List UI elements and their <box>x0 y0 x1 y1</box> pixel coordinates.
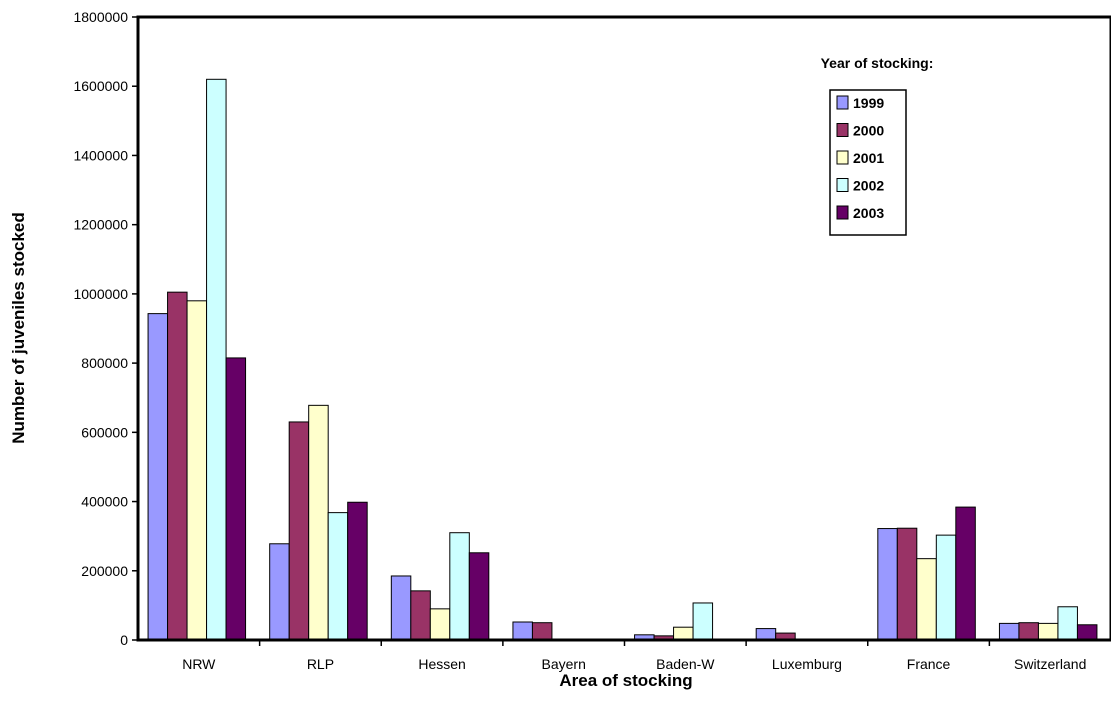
legend-swatch-2003 <box>836 205 849 220</box>
bar-nrw-2002 <box>206 78 227 641</box>
bar-hessen-2000 <box>410 590 431 641</box>
legend-entries: 1999 2000 2001 2002 2003 <box>836 95 884 221</box>
legend: Year of stocking: 1999 2000 2001 2002 2003 <box>821 55 934 236</box>
legend-swatch-2001 <box>836 150 849 165</box>
y-tick-label: 1200000 <box>73 217 128 233</box>
x-tick-label: France <box>907 656 951 672</box>
bar-nrw-2003 <box>225 357 247 641</box>
bar-rlp-2001 <box>308 404 329 641</box>
bar-bayern-2000 <box>531 622 553 641</box>
x-tick-label: NRW <box>182 656 216 672</box>
y-tick-label: 0 <box>120 632 128 648</box>
y-tick-label: 1000000 <box>73 286 128 302</box>
bar-hessen-1999 <box>390 575 412 641</box>
x-axis-label: Area of stocking <box>559 671 692 690</box>
y-tick-label: 800000 <box>81 355 128 371</box>
legend-label-2002: 2002 <box>853 178 884 194</box>
legend-swatch-2002 <box>836 178 849 192</box>
bar-rlp-2003 <box>347 501 368 641</box>
x-tick-label: Switzerland <box>1014 656 1086 672</box>
bar-france-2003 <box>955 506 976 641</box>
bar-france-1999 <box>877 528 898 641</box>
y-tick-label: 1400000 <box>73 147 128 163</box>
bar-france-2002 <box>935 534 957 641</box>
legend-label-2003: 2003 <box>853 205 884 221</box>
legend-label-2000: 2000 <box>853 123 884 139</box>
bar-rlp-1999 <box>269 543 290 641</box>
legend-swatch-1999 <box>836 95 849 110</box>
bar-switzerland-2003 <box>1076 624 1098 641</box>
bars <box>147 78 1098 641</box>
x-tick-label: RLP <box>307 656 334 672</box>
bar-switzerland-2000 <box>1018 622 1039 641</box>
bar-rlp-2002 <box>327 512 349 641</box>
x-tick-label: Luxemburg <box>772 656 842 672</box>
y-tick-label: 200000 <box>81 563 128 579</box>
bar-switzerland-2002 <box>1057 606 1078 641</box>
bar-switzerland-1999 <box>998 622 1020 641</box>
bar-nrw-1999 <box>147 313 169 641</box>
x-tick-label: Baden-W <box>656 656 715 672</box>
bar-rlp-2000 <box>288 421 310 641</box>
bar-nrw-2000 <box>167 291 188 641</box>
bar-baden-w-2002 <box>692 602 714 641</box>
x-tick-label: Bayern <box>542 656 586 672</box>
y-axis-label: Number of juveniles stocked <box>9 212 28 443</box>
bar-bayern-1999 <box>512 621 533 641</box>
x-tick-label: Hessen <box>418 656 465 672</box>
bar-luxemburg-1999 <box>755 628 777 641</box>
y-tick-label: 400000 <box>81 494 128 510</box>
legend-label-2001: 2001 <box>853 150 884 166</box>
x-axis-ticks: NRW RLP Hessen Bayern Baden-W Luxemburg France… <box>182 640 1086 672</box>
bar-hessen-2003 <box>468 552 490 641</box>
bar-france-2001 <box>916 558 937 641</box>
y-tick-label: 1600000 <box>73 78 128 94</box>
bar-baden-w-2001 <box>673 626 694 641</box>
y-tick-label: 1800000 <box>73 9 128 25</box>
bar-hessen-2002 <box>449 532 470 641</box>
bar-switzerland-2001 <box>1037 622 1059 641</box>
y-tick-label: 600000 <box>81 424 128 440</box>
legend-swatch-2000 <box>836 123 849 137</box>
legend-label-1999: 1999 <box>853 95 884 111</box>
y-axis-ticks: 0 200000 400000 600000 800000 1000000 1200000 1… <box>73 9 138 648</box>
bar-nrw-2001 <box>186 300 208 641</box>
bar-hessen-2001 <box>429 608 451 641</box>
bar-france-2000 <box>896 527 918 641</box>
legend-title: Year of stocking: <box>821 55 934 71</box>
